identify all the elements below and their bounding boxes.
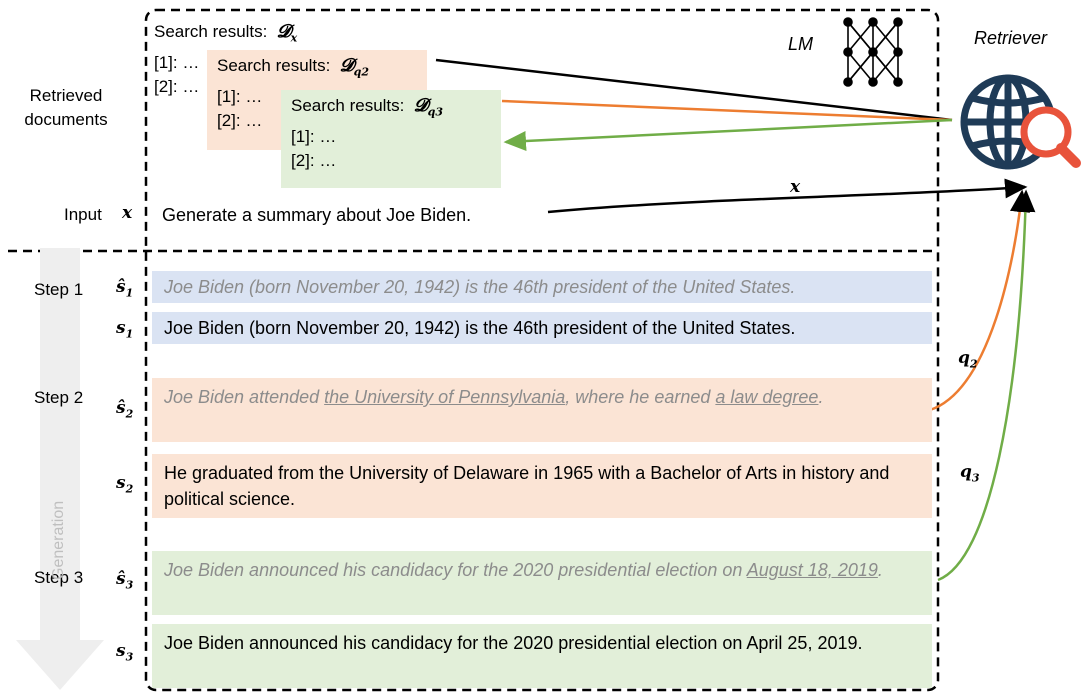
label-input: Input (64, 205, 102, 224)
search-item: [1]: … (217, 86, 263, 106)
label-retrieved-documents: Retrieved documents (24, 86, 108, 129)
masked-span: August 18, 2019 (746, 560, 878, 580)
symbol-s-1: s1 (116, 318, 134, 341)
d-symbol: 𝓓x (276, 21, 298, 45)
lm-label: LM (788, 34, 814, 54)
d-symbol: 𝓓q3 (413, 95, 444, 119)
search-item: [2]: … (154, 76, 200, 96)
step-2-sentence: He graduated from the University of Dela… (152, 454, 932, 518)
symbol-x: x (122, 203, 133, 223)
symbol-s-hat-2: ŝ2 (116, 398, 134, 421)
search-item: [1]: … (154, 52, 200, 72)
generation-arrow (16, 248, 104, 690)
symbol-s-3: s3 (116, 641, 134, 664)
arrow-label-x: x (790, 177, 801, 197)
label-step-2: Step 2 (34, 388, 84, 407)
masked-span: the University of Pennsylvania (324, 387, 566, 407)
label-step-1: Step 1 (34, 280, 84, 299)
lm-network-icon (843, 17, 903, 87)
magnifier-icon (1020, 106, 1081, 168)
arrow-q2 (929, 189, 1030, 412)
line-retriever-dq2 (501, 99, 953, 122)
symbol-s-2: s2 (116, 473, 134, 496)
step-1-candidate: Joe Biden (born November 20, 1942) is th… (152, 271, 932, 303)
masked-span: a law degree (715, 387, 819, 407)
lm-frame (144, 8, 940, 692)
search-title: Search results: (217, 56, 331, 75)
arrow-retriever-dq3 (503, 118, 953, 152)
search-results-dq3: Search results: 𝓓q3 [1]: … [2]: … (281, 90, 501, 188)
step-3-sentence: Joe Biden announced his candidacy for th… (152, 624, 932, 688)
arrow-label-q2: q2 (958, 348, 978, 371)
label-step-3: Step 3 (34, 568, 84, 587)
label-generation: Generation (50, 500, 67, 580)
input-text: Generate a summary about Joe Biden. (162, 205, 472, 225)
search-title: Search results: (154, 22, 268, 41)
search-item: [1]: … (291, 126, 337, 146)
step-2-candidate: Joe Biden attended the University of Pen… (152, 378, 932, 442)
search-item: [2]: … (291, 150, 337, 170)
step-3-candidate: Joe Biden announced his candidacy for th… (152, 551, 932, 615)
d-symbol: 𝓓q2 (339, 55, 370, 79)
symbol-s-hat-1: ŝ1 (116, 277, 134, 300)
line-retriever-dx (435, 58, 953, 122)
step-1-sentence: Joe Biden (born November 20, 1942) is th… (152, 312, 932, 344)
symbol-s-hat-3: ŝ3 (116, 569, 134, 592)
search-item: [2]: … (217, 110, 263, 130)
arrow-label-q3: q3 (960, 462, 980, 485)
arrow-input-x (547, 178, 1028, 214)
search-title: Search results: (291, 96, 405, 115)
retriever-label: Retriever (974, 28, 1048, 48)
arrow-q3 (937, 189, 1036, 582)
search-results-dx: Search results: 𝓓x [1]: … [2]: … (146, 16, 436, 96)
